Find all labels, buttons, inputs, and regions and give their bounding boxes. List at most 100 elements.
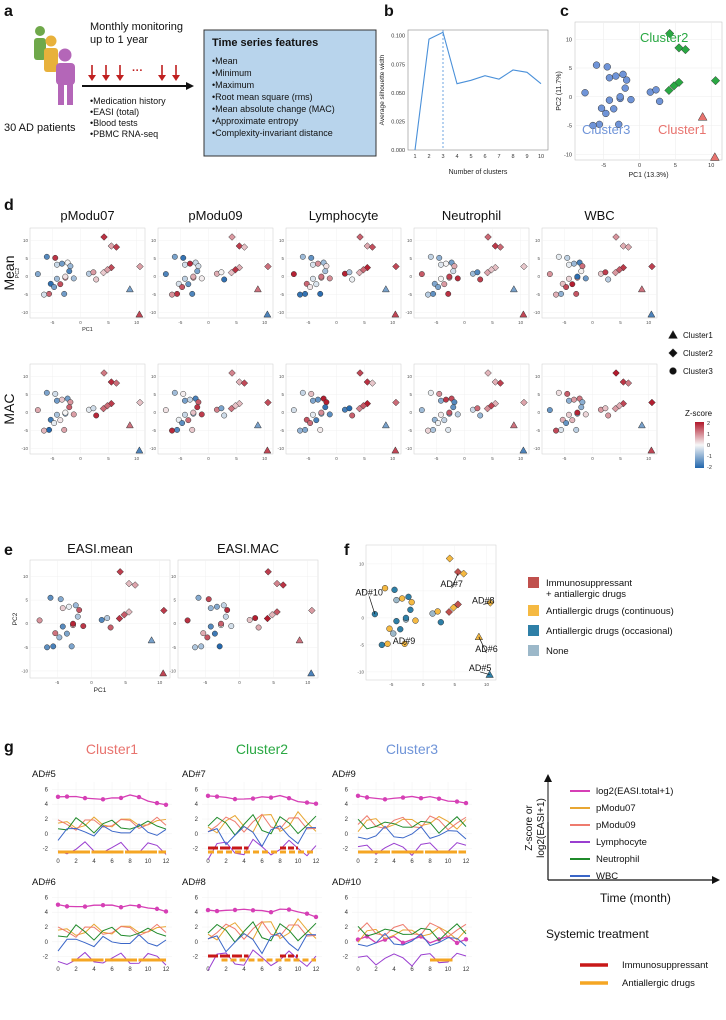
e-1-point [220,602,227,609]
feature-3: •Maximum [212,80,254,90]
e-1-point [246,616,253,623]
f-ytick: 0 [361,615,364,620]
d-0-4-point [602,269,609,276]
g-0-2-xtick: 10 [445,859,452,865]
d-legend-label: Cluster3 [683,367,713,376]
c-xtick: 0 [638,163,641,169]
d-0-3-point [446,273,453,280]
d-1-0-point [93,412,100,419]
d-0-4-point [624,243,633,251]
e-0-ytick: 0 [25,621,28,626]
d-0-2-point [297,291,303,298]
d-1-0-ytick: 10 [23,374,29,379]
d-0-2-point [318,273,325,280]
g-0-0-series-5 [57,823,167,841]
d-0-0-point [107,242,116,250]
g-0-1-xtick: 2 [224,859,228,865]
d-1-2-point [356,369,364,377]
g-0-1-xtick: 6 [260,859,264,865]
d-0-0-xtick: 10 [134,320,140,325]
g-0-1-xtick: 8 [278,859,282,865]
c-point-cluster3 [581,89,589,97]
g-0-1-series-2 [207,813,317,833]
g-0-0-ytick: 6 [45,787,49,793]
d-1-4-point [611,404,620,413]
d-0-3-ytick: 5 [409,256,412,261]
f-point [378,641,386,649]
d-0-3-point [436,254,443,261]
d-0-2-point [392,262,400,271]
b-xtick: 7 [497,154,500,160]
d-0-2-point [313,281,320,288]
f-legend-label: Antiallergic drugs (continuous) [546,606,674,617]
e-1-point [279,581,287,589]
d-0-4-point [579,263,586,270]
d-1-3-point [436,390,443,397]
d-0-4-xtick: 5 [619,320,622,325]
zscore-tick: 0 [707,443,710,449]
d-0-3-point [519,310,528,318]
c-point-cluster3 [622,76,631,84]
g-0-1-easi-point [268,795,274,800]
d-0-2-point [346,269,353,276]
c-ytick: 5 [569,66,572,72]
d-0-1-ytick: 10 [151,238,157,243]
f-point [453,568,462,576]
d-1-4-point [648,398,656,407]
f-legend-label: Antiallergic drugs (occasional) [546,626,673,637]
d-1-2-point [392,398,400,407]
f-label-leader [451,573,459,589]
d-0-0-ytick: -10 [21,310,28,315]
g-0-2-series-4 [357,816,467,834]
d-0-0-ytick: 10 [23,238,29,243]
d-0-3-point [454,275,461,282]
feature-1: •Mean [212,56,238,66]
g-1-2-series-4 [357,923,467,942]
d-1-0-point [51,420,58,426]
d-0-1-ytick: -10 [149,310,156,315]
d-1-3-point [520,398,528,407]
d-0-2-point [323,263,330,270]
d-0-2-point [309,275,316,282]
b-xtick: 8 [511,154,514,160]
d-1-0-ytick: -5 [24,428,28,433]
d-1-1-point [171,389,178,396]
d-1-3-point [451,399,458,406]
e-1-point [273,608,281,616]
panel-c-label: c [560,3,569,20]
g-legend-label: Neutrophil [596,854,639,865]
e-0-point [125,608,133,616]
f-legend-swatch [528,645,539,656]
d-1-1-point [263,446,272,454]
d-1-0-point [70,411,77,418]
d-1-0-ytick: -10 [21,446,28,451]
d-0-0-point [125,285,134,293]
d-0-0-point [57,281,64,288]
d-1-2-point [323,399,330,406]
e-0-ytick: -5 [24,645,28,650]
e-0-point [116,568,124,576]
g-legend-label: Lymphocyte [596,837,647,848]
d-0-1-point [171,253,178,260]
feature-5: •Mean absolute change (MAC) [212,104,335,114]
e-1-point [211,630,218,637]
f-point [445,607,454,616]
d-1-0-point [41,427,47,434]
c-point-cluster3 [605,96,614,104]
g-0-1-xtick: 10 [295,859,302,865]
data-item-2: •EASI (total) [90,107,139,117]
e-1-ytick: 5 [173,598,176,603]
g-0-2-easi-point [364,795,370,800]
d-0-1-ytick: 5 [153,256,156,261]
time-series-grid: Cluster1 Cluster2 Cluster3 AD#5 0 2 4 6 8 10 12 6 4 2… [32,741,472,973]
d-1-2-point [318,409,325,416]
e-0-xtick: 5 [124,680,127,685]
e-xlabel: PC1 [94,687,107,694]
c-xlabel: PC1 (13.3%) [628,172,668,179]
d-0-3-point [443,260,449,267]
e-0-point [107,624,114,631]
d-1-0-ytick: 0 [25,410,28,415]
d-1-2-ytick: 5 [281,392,284,397]
e-title: EASI.mean [67,541,133,556]
timeline-arrow [82,82,194,90]
